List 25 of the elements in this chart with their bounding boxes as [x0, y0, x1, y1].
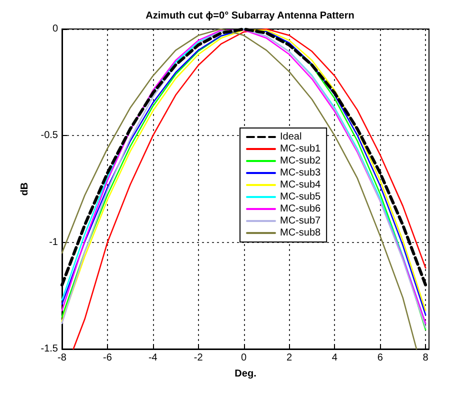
x-tick-label: -8: [58, 352, 67, 364]
y-tick-label: -1.5: [40, 344, 58, 354]
x-tick-label: 0: [241, 352, 248, 364]
x-tick-label: -2: [194, 352, 204, 364]
x-axis-title: Deg.: [234, 368, 257, 380]
legend-label: MC-sub4: [280, 180, 322, 190]
y-tick-label: -1: [49, 236, 58, 248]
legend-label: MC-sub5: [280, 192, 322, 202]
legend-label: MC-sub1: [280, 144, 322, 154]
x-tick-label: 8: [422, 352, 429, 364]
x-tick-label: 2: [286, 352, 292, 364]
x-tick-label: -6: [102, 352, 112, 364]
y-tick-label: 0: [52, 24, 58, 34]
legend-label: MC-sub3: [280, 168, 322, 178]
chart-title: Azimuth cut ϕ=0° Subarray Antenna Pattern: [146, 10, 354, 22]
x-tick-label: 4: [332, 352, 338, 364]
y-tick-label: -0.5: [40, 130, 58, 142]
x-tick-label: -4: [148, 352, 158, 364]
y-axis-title: dB: [19, 182, 30, 196]
x-tick-label: 6: [377, 352, 384, 364]
legend-label: MC-sub2: [280, 156, 322, 166]
legend-label: MC-sub6: [280, 204, 322, 214]
legend-label: MC-sub8: [280, 228, 322, 238]
legend-label: Ideal: [280, 132, 302, 142]
legend-label: MC-sub7: [280, 216, 322, 226]
